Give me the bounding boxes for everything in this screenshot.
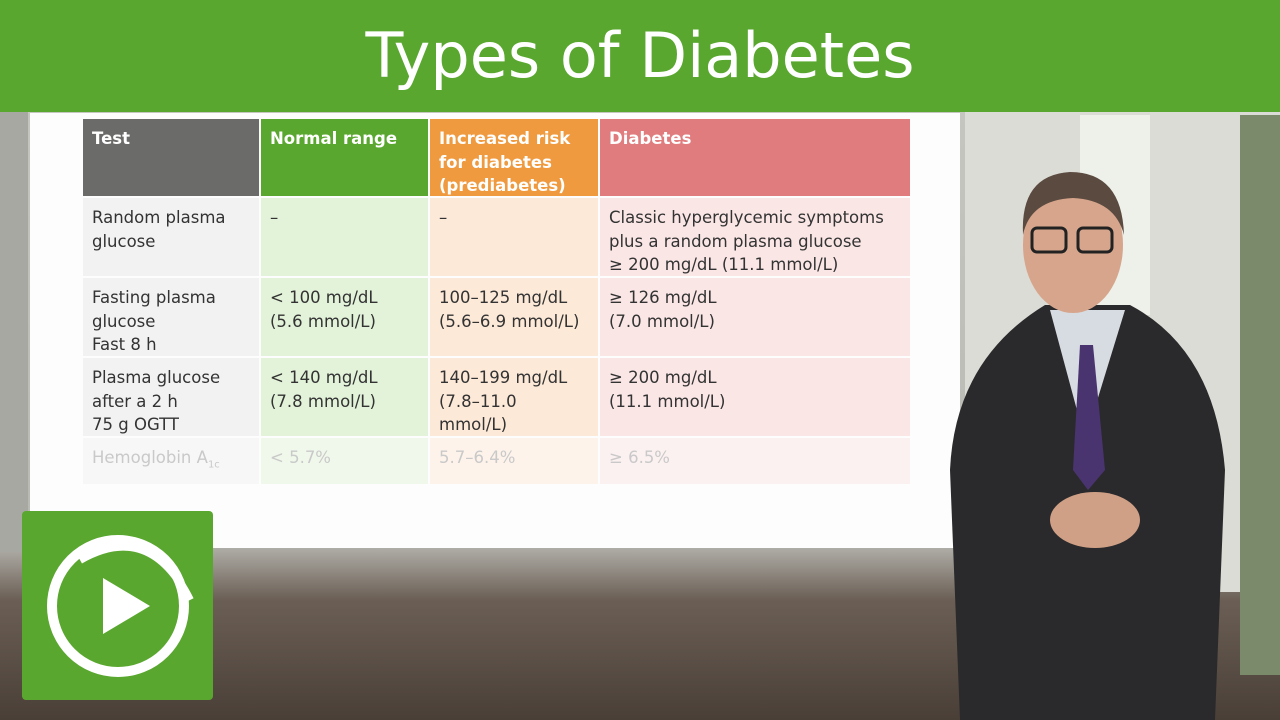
table-cell: Hemoglobin A1c	[83, 438, 259, 484]
table-cell: 100–125 mg/dL (5.6–6.9 mmol/L)	[430, 278, 598, 356]
table-header: Normal range	[261, 119, 428, 196]
logo-ring	[47, 535, 189, 677]
table-cell: Plasma glucose after a 2 h 75 g OGTT	[83, 358, 259, 436]
presenter-head	[1023, 177, 1123, 313]
table-header: Increased risk for diabetes (prediabetes…	[430, 119, 598, 196]
table-cell: < 100 mg/dL (5.6 mmol/L)	[261, 278, 428, 356]
subscript: 1c	[207, 459, 220, 471]
glasses	[1030, 226, 1068, 254]
glasses	[1076, 226, 1114, 254]
logo-arc	[78, 542, 194, 602]
table-cell: Classic hyperglycemic symptoms plus a ra…	[600, 198, 910, 276]
table-cell: ≥ 200 mg/dL (11.1 mmol/L)	[600, 358, 910, 436]
table-cell: < 5.7%	[261, 438, 428, 484]
table-cell: 5.7–6.4%	[430, 438, 598, 484]
table-cell: 140–199 mg/dL (7.8–11.0 mmol/L)	[430, 358, 598, 436]
table-cell: Random plasma glucose	[83, 198, 259, 276]
logo-play	[103, 578, 150, 634]
wall	[0, 112, 28, 552]
presenter-tie	[1073, 345, 1105, 490]
table-cell: Fasting plasma glucose Fast 8 h	[83, 278, 259, 356]
window	[1240, 115, 1280, 675]
table-cell: ≥ 6.5%	[600, 438, 910, 484]
table-cell: –	[261, 198, 428, 276]
table-cell: < 140 mg/dL (7.8 mmol/L)	[261, 358, 428, 436]
presenter-hands	[1050, 492, 1140, 548]
title: Types of Diabetes	[0, 0, 1280, 112]
table-header: Test	[83, 119, 259, 196]
presenter-hair	[1022, 172, 1124, 235]
table-cell: ≥ 126 mg/dL (7.0 mmol/L)	[600, 278, 910, 356]
table-cell: –	[430, 198, 598, 276]
table-header: Diabetes	[600, 119, 910, 196]
